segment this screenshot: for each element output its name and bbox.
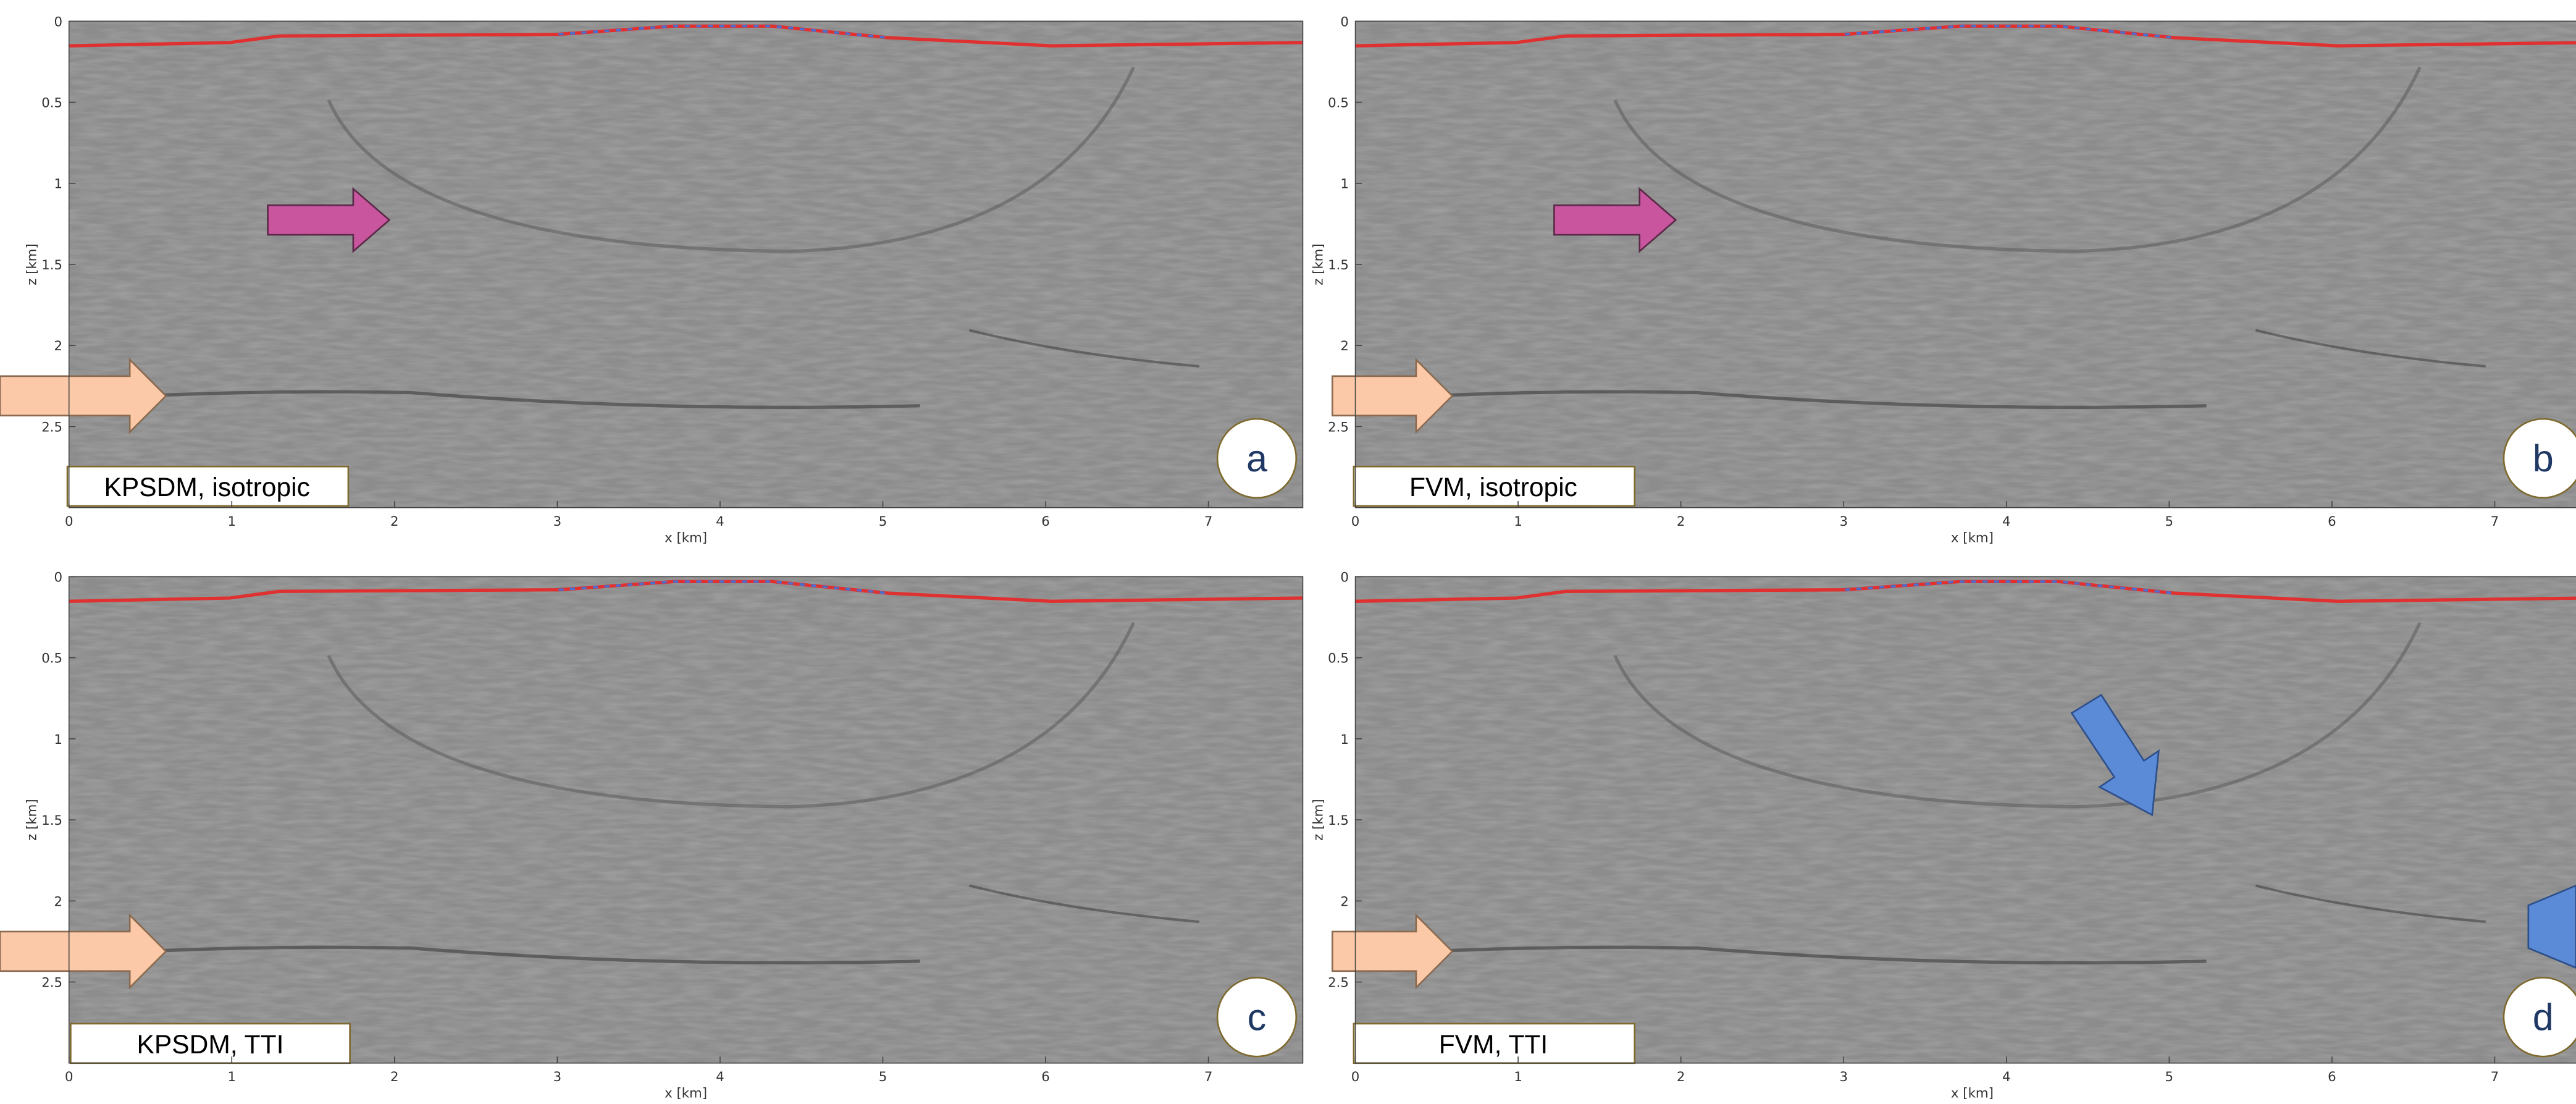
x-tick-label: 1 <box>228 1069 237 1085</box>
y-tick-label: 1 <box>1340 177 1349 192</box>
x-tick-label: 0 <box>65 514 73 529</box>
panel-title: KPSDM, isotropic <box>104 473 309 502</box>
y-axis-label: z [km] <box>1311 243 1326 285</box>
y-tick-label: 2 <box>54 339 63 354</box>
x-tick-label: 7 <box>2491 1069 2499 1085</box>
y-tick-label: 1.5 <box>41 813 62 828</box>
panel-title: FVM, TTI <box>1439 1030 1548 1060</box>
x-tick-label: 1 <box>1514 1069 1522 1085</box>
x-tick-label: 0 <box>1351 514 1360 529</box>
panel: FVM, TTI d 0 1 2 3 4 5 6 7 0 0.5 1 1.5 2 2.5 x [km] z [… <box>1311 570 2576 1101</box>
panel-title: KPSDM, TTI <box>136 1030 283 1060</box>
seismic-image <box>1356 576 2576 1063</box>
x-tick-label: 6 <box>2328 514 2336 529</box>
y-tick-label: 2.5 <box>41 975 62 991</box>
x-axis-label: x [km] <box>1951 531 1994 546</box>
x-tick-label: 1 <box>228 514 237 529</box>
x-tick-label: 6 <box>1041 1069 1050 1085</box>
x-tick-label: 5 <box>879 1069 887 1085</box>
y-tick-label: 1.5 <box>1328 813 1349 828</box>
x-tick-label: 1 <box>1514 514 1522 529</box>
y-tick-label: 2.5 <box>1328 975 1349 991</box>
y-tick-label: 0 <box>1340 570 1349 585</box>
panel-letter: c <box>1248 997 1267 1039</box>
panel: KPSDM, isotropic a 0 1 2 3 4 5 6 7 0 0.5 1 1.5 2 2.5 x… <box>0 14 1303 546</box>
y-tick-label: 0.5 <box>1328 651 1349 667</box>
y-tick-label: 1.5 <box>41 258 62 273</box>
panel-title: FVM, isotropic <box>1409 473 1577 502</box>
x-tick-label: 3 <box>1839 514 1848 529</box>
y-tick-label: 1 <box>1340 732 1349 748</box>
panel-letter: b <box>2533 437 2554 479</box>
y-tick-label: 2 <box>54 894 63 909</box>
x-tick-label: 3 <box>553 514 562 529</box>
page: KPSDM, isotropic a 0 1 2 3 4 5 6 7 0 0.5 1 1.5 2 2.5 x… <box>0 0 2576 1104</box>
y-tick-label: 2.5 <box>1328 419 1349 435</box>
y-axis-label: z [km] <box>25 799 40 841</box>
panel-letter: d <box>2533 997 2554 1039</box>
x-tick-label: 7 <box>1204 514 1213 529</box>
y-tick-label: 0.5 <box>41 96 62 111</box>
x-axis-label: x [km] <box>1951 1086 1994 1102</box>
y-tick-label: 1 <box>54 732 63 748</box>
y-tick-label: 2 <box>1340 339 1349 354</box>
y-axis-label: z [km] <box>1311 799 1326 841</box>
y-tick-label: 0.5 <box>1328 96 1349 111</box>
x-tick-label: 2 <box>390 514 399 529</box>
x-tick-label: 5 <box>2165 514 2174 529</box>
x-tick-label: 0 <box>65 1069 73 1085</box>
figure: KPSDM, isotropic a 0 1 2 3 4 5 6 7 0 0.5 1 1.5 2 2.5 x… <box>0 0 2576 1104</box>
y-tick-label: 1.5 <box>1328 258 1349 273</box>
x-tick-label: 0 <box>1351 1069 1360 1085</box>
y-tick-label: 0 <box>1340 14 1349 30</box>
y-tick-label: 2 <box>1340 894 1349 909</box>
x-tick-label: 4 <box>2002 514 2011 529</box>
y-axis-label: z [km] <box>25 243 40 285</box>
x-tick-label: 2 <box>1677 1069 1685 1085</box>
seismic-image <box>69 576 1303 1063</box>
seismic-image <box>1356 21 2576 507</box>
panel-letter: a <box>1246 437 1268 479</box>
panel: KPSDM, TTI c 0 1 2 3 4 5 6 7 0 0.5 1 1.5 2 2.5 x [km] z… <box>0 570 1303 1101</box>
x-tick-label: 4 <box>716 1069 724 1085</box>
y-tick-label: 0 <box>54 570 63 585</box>
x-tick-label: 5 <box>879 514 887 529</box>
x-axis-label: x [km] <box>665 1086 707 1102</box>
y-tick-label: 0.5 <box>41 651 62 667</box>
x-tick-label: 6 <box>2328 1069 2336 1085</box>
x-tick-label: 3 <box>1839 1069 1848 1085</box>
panel: FVM, isotropic b 0 1 2 3 4 5 6 7 0 0.5 1 1.5 2 2.5 x [… <box>1311 14 2576 546</box>
seismic-image <box>69 21 1303 507</box>
x-tick-label: 4 <box>716 514 724 529</box>
y-tick-label: 0 <box>54 14 63 30</box>
x-tick-label: 5 <box>2165 1069 2174 1085</box>
x-axis-label: x [km] <box>665 531 707 546</box>
x-tick-label: 2 <box>390 1069 399 1085</box>
x-tick-label: 3 <box>553 1069 562 1085</box>
x-tick-label: 7 <box>1204 1069 1213 1085</box>
y-tick-label: 2.5 <box>41 419 62 435</box>
x-tick-label: 7 <box>2491 514 2499 529</box>
x-tick-label: 6 <box>1041 514 1050 529</box>
y-tick-label: 1 <box>54 177 63 192</box>
x-tick-label: 4 <box>2002 1069 2011 1085</box>
x-tick-label: 2 <box>1677 514 1685 529</box>
